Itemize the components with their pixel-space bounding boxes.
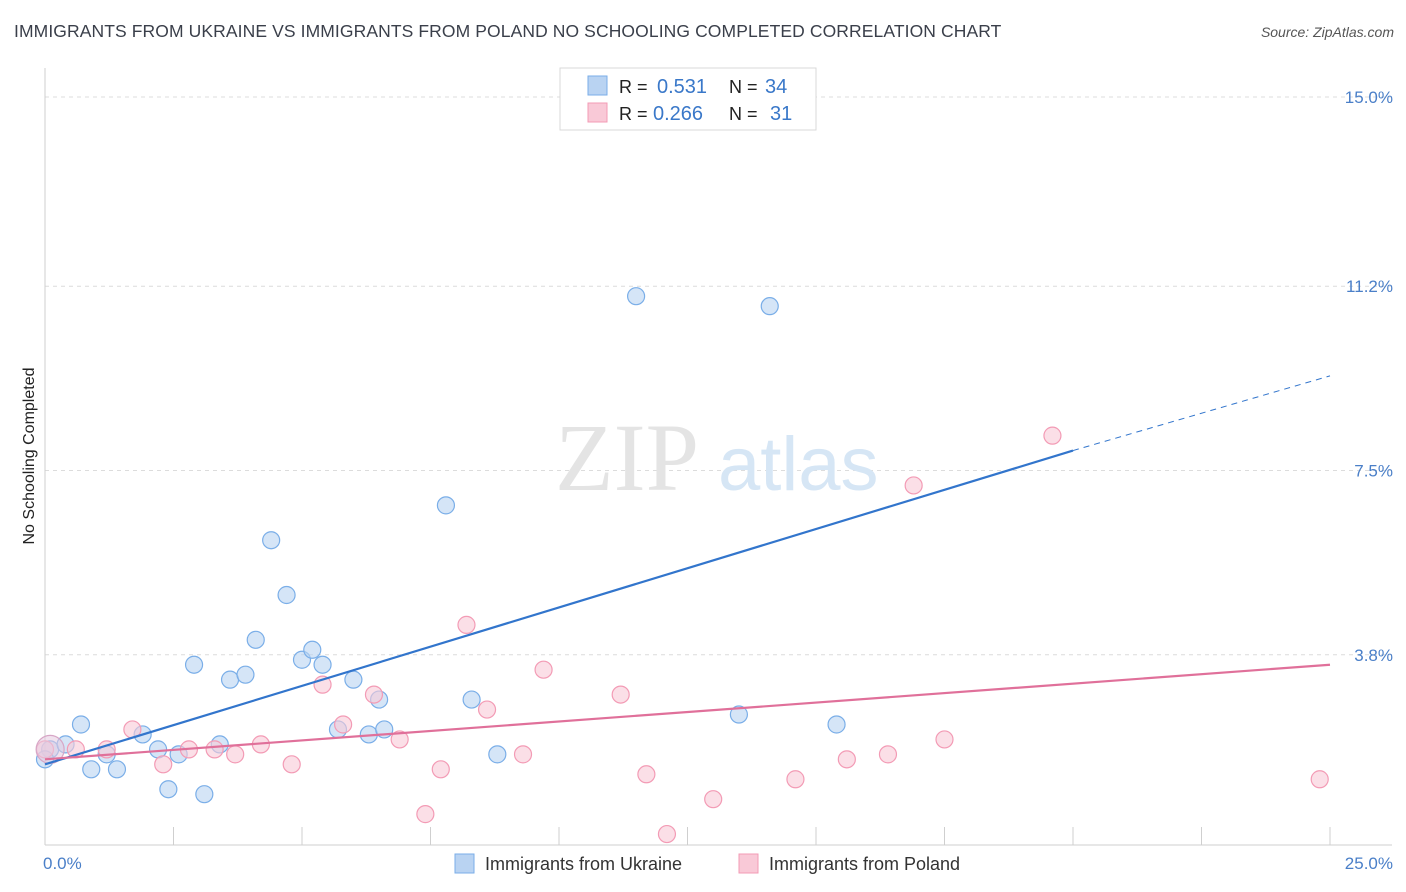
svg-text:N =: N = xyxy=(729,104,758,124)
point-poland-18 xyxy=(513,745,533,764)
watermark-zip: ZIP xyxy=(555,404,699,511)
point-ukraine-26 xyxy=(436,496,456,515)
legend-box: R = 0.531 N = 34 R = 0.266 N = 31 xyxy=(559,67,817,131)
legend-r-ukraine: 0.531 xyxy=(657,76,707,98)
point-poland-15 xyxy=(431,760,450,779)
point-ukraine-5 xyxy=(107,760,127,779)
tick-labels: 3.8% 7.5% 11.2% 15.0% 0.0% 25.0% xyxy=(43,88,1393,873)
point-poland-7 xyxy=(226,745,245,764)
bottom-legend: Immigrants from Ukraine Immigrants from … xyxy=(454,853,960,874)
trend-lines xyxy=(44,375,1331,766)
point-poland-24 xyxy=(786,770,805,789)
point-poland-13 xyxy=(390,730,409,749)
point-ukraine-14 xyxy=(236,665,255,684)
legend-swatch-poland xyxy=(587,102,608,123)
bottom-legend-swatch-ukraine xyxy=(454,853,475,874)
point-ukraine-10 xyxy=(184,655,204,674)
legend-swatch-ukraine xyxy=(587,75,608,96)
chart-source: Source: ZipAtlas.com xyxy=(1260,24,1394,40)
point-poland-6 xyxy=(205,740,224,759)
point-poland-12 xyxy=(364,685,384,704)
point-ukraine-3 xyxy=(82,760,101,779)
trend-line-ukraine xyxy=(44,449,1074,766)
legend-n-poland: 31 xyxy=(770,103,792,125)
axes xyxy=(44,68,1392,846)
point-ukraine-31 xyxy=(760,297,779,316)
point-poland-11 xyxy=(334,715,353,734)
point-ukraine-29 xyxy=(626,287,646,306)
y-tick-label-3: 15.0% xyxy=(1345,88,1393,107)
point-poland-17 xyxy=(477,700,497,719)
watermark-atlas: atlas xyxy=(718,422,879,507)
y-tick-label-0: 3.8% xyxy=(1354,646,1393,665)
point-poland-30 xyxy=(1310,770,1329,789)
point-ukraine-28 xyxy=(488,745,507,764)
trend-line-extension-ukraine xyxy=(1072,375,1331,452)
point-ukraine-13 xyxy=(220,670,240,689)
point-poland-16 xyxy=(457,615,476,634)
point-ukraine-11 xyxy=(195,785,214,804)
chart-title: IMMIGRANTS FROM UKRAINE VS IMMIGRANTS FR… xyxy=(14,21,1002,41)
x-tick-label-1: 25.0% xyxy=(1345,854,1393,873)
y-tick-label-2: 11.2% xyxy=(1346,277,1393,296)
point-ukraine-30 xyxy=(729,705,749,724)
point-ukraine-19 xyxy=(303,640,322,659)
y-tick-label-1: 7.5% xyxy=(1354,462,1393,481)
legend-n-ukraine: 34 xyxy=(765,76,787,98)
point-poland-29 xyxy=(1043,426,1062,445)
svg-text:R =: R = xyxy=(619,104,648,124)
point-poland-25 xyxy=(837,750,856,769)
point-ukraine-15 xyxy=(246,630,265,649)
data-points xyxy=(35,287,1329,844)
trend-line-poland xyxy=(44,663,1331,761)
point-poland-22 xyxy=(657,824,677,844)
point-poland-9 xyxy=(282,755,301,774)
point-poland-26 xyxy=(878,745,898,764)
gridlines xyxy=(45,96,1392,656)
svg-text:N =: N = xyxy=(729,77,758,97)
bottom-legend-label-poland: Immigrants from Poland xyxy=(769,854,960,874)
point-poland-27 xyxy=(904,476,923,495)
point-ukraine-16 xyxy=(262,531,281,550)
point-ukraine-8 xyxy=(159,780,178,799)
point-ukraine-17 xyxy=(277,585,296,605)
point-poland-14 xyxy=(416,805,435,824)
point-poland-23 xyxy=(704,790,723,809)
point-ukraine-22 xyxy=(344,670,363,689)
watermark: ZIP atlas xyxy=(555,404,879,511)
svg-text:R =: R = xyxy=(619,77,648,97)
point-poland-4 xyxy=(154,755,173,774)
point-ukraine-2 xyxy=(71,715,91,734)
point-poland-20 xyxy=(611,685,630,704)
point-ukraine-27 xyxy=(462,690,481,709)
bottom-legend-label-ukraine: Immigrants from Ukraine xyxy=(485,854,682,874)
y-axis-label: No Schooling Completed xyxy=(21,368,38,545)
legend-r-poland: 0.266 xyxy=(653,103,703,125)
point-ukraine-20 xyxy=(313,655,332,674)
point-poland-21 xyxy=(637,765,656,784)
bottom-legend-swatch-poland xyxy=(738,853,759,874)
point-poland-28 xyxy=(935,730,954,749)
x-tick-label-0: 0.0% xyxy=(43,854,82,873)
point-poland-19 xyxy=(534,660,553,679)
point-ukraine-32 xyxy=(827,715,846,734)
